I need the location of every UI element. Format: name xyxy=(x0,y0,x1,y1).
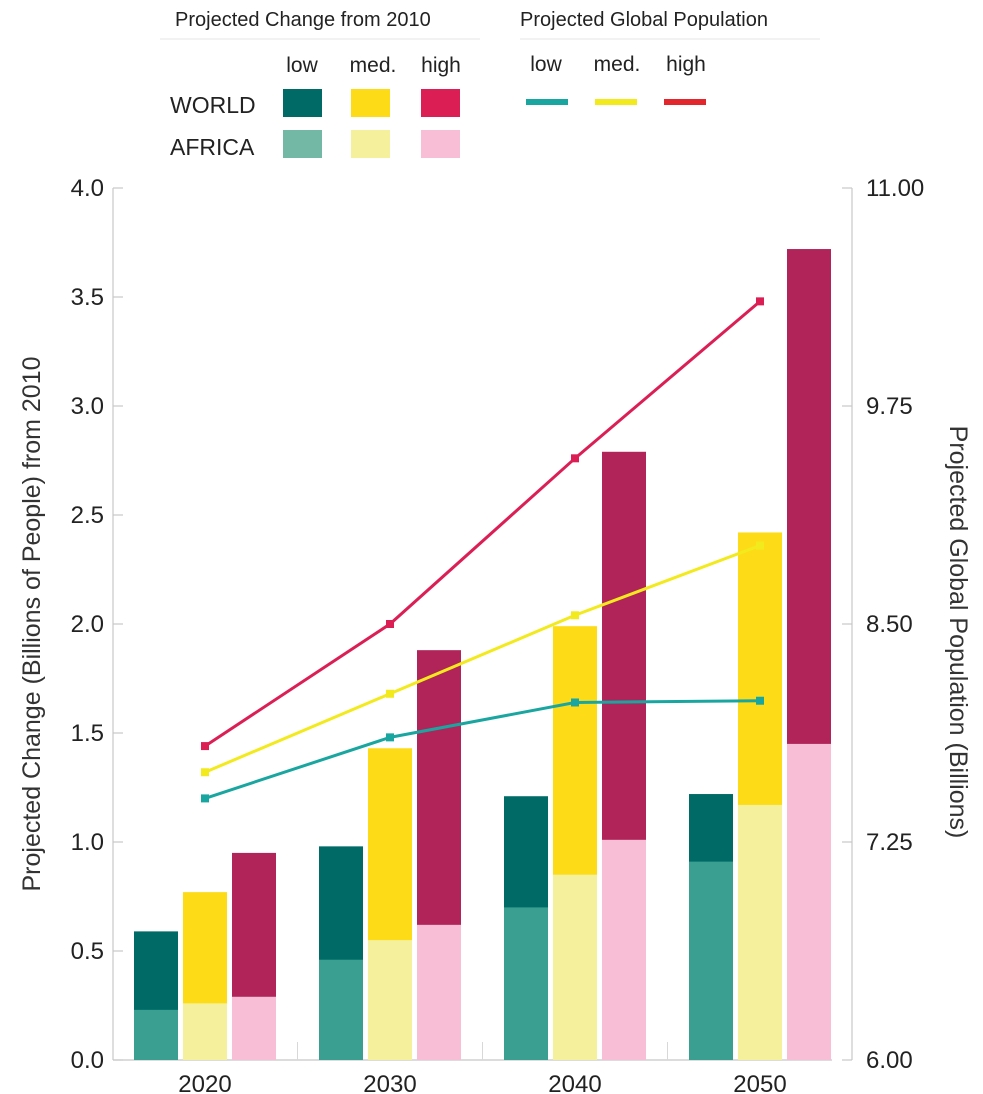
line-low xyxy=(204,699,761,800)
left-tick-label: 0.5 xyxy=(71,938,104,965)
left-tick-label: 3.0 xyxy=(71,393,104,420)
legend-line-swatch xyxy=(526,99,568,105)
line-point-med xyxy=(571,611,579,620)
x-tick-label: 2020 xyxy=(178,1071,231,1094)
line-point-low xyxy=(756,696,764,705)
line-point-low xyxy=(571,698,579,707)
legend-row-world: WORLD xyxy=(170,92,256,118)
line-point-med xyxy=(201,768,209,777)
line-high xyxy=(204,300,761,748)
bar-africa-med-2030 xyxy=(368,940,412,1060)
bar-africa-high-2030 xyxy=(417,924,461,1060)
legend-lines-variant: med. xyxy=(594,53,641,76)
left-tick-label: 3.5 xyxy=(71,284,104,311)
line-point-high xyxy=(201,742,209,751)
line-point-low xyxy=(201,794,209,803)
line-point-low xyxy=(386,733,394,742)
legend-swatch-africa xyxy=(283,130,322,158)
legend-swatch-africa xyxy=(351,130,390,158)
left-tick-label: 0.0 xyxy=(71,1047,104,1074)
right-tick-label: 11.00 xyxy=(866,175,924,202)
bar-africa-high-2050 xyxy=(787,743,831,1060)
left-tick-label: 1.5 xyxy=(71,720,104,747)
bar-africa-med-2020 xyxy=(183,1003,227,1060)
right-tick-label: 6.00 xyxy=(866,1047,913,1074)
bars: 2020 2030 2040 2050 xyxy=(134,249,831,1094)
right-axis-title: Projected Global Population (Billions) xyxy=(944,426,972,839)
line-med xyxy=(204,544,761,774)
line-point-high xyxy=(756,297,764,306)
legend-swatch-world xyxy=(351,89,390,117)
right-tick-label: 9.75 xyxy=(866,393,913,420)
bar-africa-high-2020 xyxy=(232,996,276,1060)
legend-bars-title: Projected Change from 2010 xyxy=(175,9,431,31)
left-tick-label: 4.0 xyxy=(71,175,104,202)
line-point-med xyxy=(386,689,394,698)
bar-africa-low-2040 xyxy=(504,907,548,1060)
bar-africa-low-2020 xyxy=(134,1009,178,1060)
legend: Projected Change from 2010 Projected Glo… xyxy=(160,9,820,160)
left-tick-label: 1.0 xyxy=(71,829,104,856)
left-axis-title: Projected Change (Billions of People) fr… xyxy=(18,356,46,891)
legend-lines-variant: high xyxy=(666,53,706,76)
right-tick-label: 7.25 xyxy=(866,829,913,856)
legend-swatch-world xyxy=(283,89,322,117)
legend-bars-variant: high xyxy=(421,54,461,77)
bar-africa-med-2050 xyxy=(738,804,782,1060)
line-point-med xyxy=(756,541,764,550)
x-tick-label: 2040 xyxy=(548,1071,601,1094)
bar-africa-low-2050 xyxy=(689,861,733,1060)
population-lines xyxy=(201,297,764,803)
legend-swatch-africa xyxy=(421,130,460,158)
bar-africa-high-2040 xyxy=(602,839,646,1060)
legend-line-swatch xyxy=(664,99,706,105)
bar-africa-low-2030 xyxy=(319,959,363,1060)
line-point-high xyxy=(386,620,394,628)
x-tick-label: 2030 xyxy=(363,1071,416,1094)
right-tick-label: 8.50 xyxy=(866,611,913,638)
bar-africa-med-2040 xyxy=(553,874,597,1060)
legend-lines-variant: low xyxy=(530,53,562,76)
axes: 0.0 0.5 1.0 1.5 2.0 2.5 3.0 3.5 4.0 6.00 7.25 8.50 9… xyxy=(71,175,925,1074)
line-point-high xyxy=(571,454,579,463)
legend-row-africa: AFRICA xyxy=(170,134,255,160)
left-tick-label: 2.0 xyxy=(71,611,104,638)
x-tick-label: 2050 xyxy=(733,1071,786,1094)
legend-lines-title: Projected Global Population xyxy=(520,9,768,31)
legend-line-swatch xyxy=(595,99,637,105)
legend-bars-variant: med. xyxy=(350,54,397,77)
legend-swatch-world xyxy=(421,89,460,117)
left-tick-label: 2.5 xyxy=(71,502,104,529)
legend-bars-variant: low xyxy=(286,54,318,77)
